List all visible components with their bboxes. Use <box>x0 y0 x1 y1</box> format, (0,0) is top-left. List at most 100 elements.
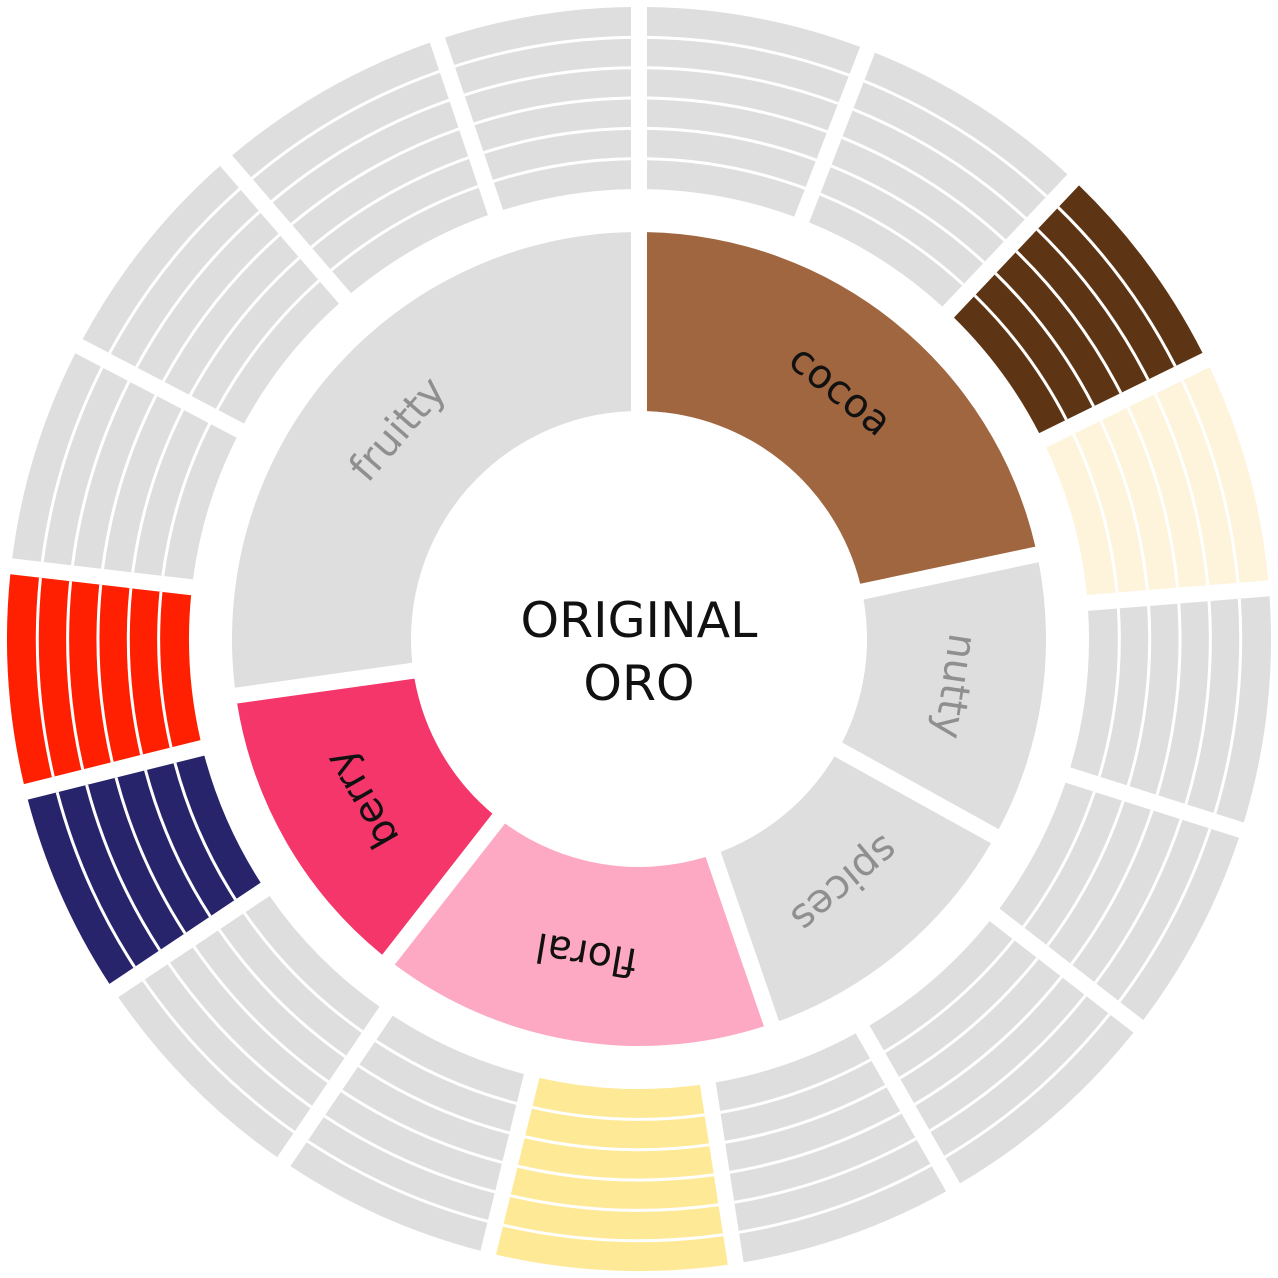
outer-segment-stripe <box>131 408 185 573</box>
outer-segment-stripe <box>1153 393 1210 586</box>
outer-segment-stripe <box>646 126 817 162</box>
outer-segment-stripe <box>142 979 296 1134</box>
outer-segment-stripe <box>55 791 136 968</box>
outer-segment-fill <box>82 165 339 424</box>
outer-segment-stripe <box>310 156 470 249</box>
outer-segment-stripe <box>734 1137 917 1204</box>
outer-segment-9 <box>496 1077 728 1271</box>
outer-segment-stripe <box>192 945 330 1084</box>
outer-segment-1 <box>646 7 861 217</box>
outer-segment-stripe <box>1072 433 1119 593</box>
outer-segment-stripe <box>1118 828 1212 1003</box>
outer-segment-fill <box>646 7 861 217</box>
outer-segment-stripe <box>70 380 131 566</box>
outer-segment-fill <box>869 921 1134 1184</box>
outer-segment-stripe <box>270 98 450 203</box>
inner-segment-fruitty <box>231 232 632 688</box>
outer-segment-stripe <box>1036 228 1150 381</box>
outer-segment-16 <box>232 42 488 294</box>
outer-segment-stripe <box>863 79 1048 198</box>
outer-segment-fill <box>290 1015 524 1251</box>
outer-segment-stripe <box>374 1039 518 1105</box>
outer-segment-17 <box>445 7 632 211</box>
outer-segment-stripe <box>492 157 632 183</box>
outer-segment-stripe <box>135 210 261 368</box>
outer-segment-stripe <box>1022 791 1096 928</box>
outer-segment-11 <box>118 895 380 1158</box>
outer-segment-stripe <box>306 1139 489 1223</box>
outer-segment-stripe <box>646 157 806 190</box>
outer-segment-stripe <box>819 192 965 286</box>
outer-segment-fill <box>496 1077 728 1271</box>
outer-segment-stripe <box>167 962 313 1109</box>
outer-segment-stripe <box>215 279 321 411</box>
outer-segment-stripe <box>157 591 173 748</box>
outer-segment-stripe <box>101 394 158 570</box>
outer-segment-15 <box>82 165 339 424</box>
outer-segment-stripe <box>1126 406 1180 588</box>
outer-segment-stripe <box>830 164 986 264</box>
outer-ring <box>6 7 1271 1271</box>
inner-segment-cocoa <box>646 232 1036 584</box>
outer-segment-stripe <box>646 96 828 134</box>
outer-segment-stripe <box>243 911 364 1033</box>
outer-segment-stripe <box>646 66 839 105</box>
outer-segment-stripe <box>502 1223 724 1243</box>
center-title-line-2: ORO <box>583 655 694 712</box>
outer-segment-stripe <box>1180 379 1240 583</box>
outer-segment-stripe <box>483 126 632 154</box>
outer-segment-stripe <box>738 1163 932 1234</box>
outer-segment-stripe <box>85 784 162 951</box>
outer-segment-fill <box>953 185 1203 434</box>
outer-segment-stripe <box>188 256 301 397</box>
outer-segment-stripe <box>173 762 237 901</box>
outer-segment-stripe <box>510 1194 719 1212</box>
outer-segment-stripe <box>473 96 632 126</box>
outer-segment-13 <box>6 574 201 785</box>
inner-segment-floral <box>394 823 764 1046</box>
outer-segment-10 <box>290 1015 524 1251</box>
outer-segment-stripe <box>1213 598 1243 814</box>
outer-segment-stripe <box>126 588 144 756</box>
outer-segment-stripe <box>217 928 347 1059</box>
outer-segment-fill <box>12 353 237 580</box>
outer-segment-stripe <box>1070 809 1154 966</box>
outer-segment-3 <box>953 185 1203 434</box>
inner-segment-nutty <box>842 562 1046 830</box>
inner-segment-spices <box>720 756 992 1022</box>
outer-segment-14 <box>12 353 237 580</box>
outer-segment-fill <box>715 1033 947 1263</box>
outer-segment-stripe <box>162 233 281 383</box>
inner-ring <box>231 232 1046 1046</box>
outer-segment-fill <box>6 574 201 785</box>
outer-segment-stripe <box>929 994 1087 1133</box>
outer-segment-stripe <box>66 581 85 770</box>
outer-segment-stripe <box>144 769 212 918</box>
outer-segment-stripe <box>841 136 1006 242</box>
outer-segment-stripe <box>898 957 1039 1080</box>
outer-segment-12 <box>27 755 261 984</box>
outer-segment-stripe <box>330 184 479 272</box>
outer-segment-stripe <box>973 294 1068 421</box>
outer-segment-stripe <box>517 1164 715 1182</box>
outer-segment-stripe <box>96 584 114 763</box>
outer-segment-stripe <box>994 272 1095 408</box>
outer-segment-4 <box>1046 367 1269 595</box>
outer-segment-stripe <box>323 1114 496 1194</box>
outer-segment-stripe <box>531 1105 705 1121</box>
inner-segment-berry <box>237 678 493 955</box>
outer-segment-fill <box>27 755 261 984</box>
outer-segment-stripe <box>914 975 1063 1106</box>
outer-segment-stripe <box>161 422 212 577</box>
outer-segment-stripe <box>340 1089 503 1164</box>
outer-segment-stripe <box>1057 206 1177 367</box>
outer-segment-stripe <box>1099 420 1149 591</box>
outer-segment-stripe <box>1126 605 1152 787</box>
outer-segment-2 <box>809 52 1068 307</box>
outer-segment-fill <box>232 42 488 294</box>
outer-segment-stripe <box>524 1135 710 1152</box>
outer-segment-stripe <box>1155 603 1182 796</box>
outer-segment-stripe <box>463 66 632 97</box>
outer-segment-stripe <box>720 1058 872 1114</box>
